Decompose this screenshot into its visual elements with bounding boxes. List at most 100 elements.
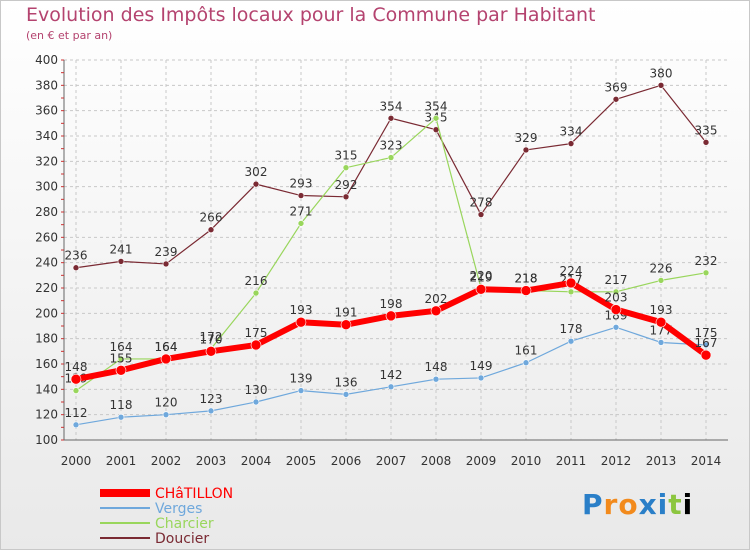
data-point-verges <box>387 383 395 391</box>
data-point-ch-tillon <box>115 365 127 376</box>
data-point-ch-tillon <box>475 283 487 295</box>
y-tick-label: 340 <box>35 129 58 143</box>
data-label-charcier: 226 <box>650 261 673 275</box>
data-point-verges <box>522 359 530 367</box>
data-point-verges <box>207 407 215 415</box>
data-label-ch-tillon: 198 <box>380 297 403 311</box>
data-point-charcier <box>432 114 440 122</box>
x-tick-label: 2012 <box>601 454 632 468</box>
x-tick-label: 2008 <box>421 454 452 468</box>
data-point-doucier <box>522 146 530 154</box>
data-point-doucier <box>297 192 305 199</box>
data-label-doucier: 239 <box>155 245 178 259</box>
x-tick-label: 2013 <box>646 454 677 468</box>
data-point-doucier <box>72 264 80 272</box>
proxiti-logo: Proxiti <box>582 488 694 521</box>
data-point-ch-tillon <box>430 305 442 317</box>
data-label-doucier: 241 <box>110 242 133 256</box>
data-point-verges <box>477 374 485 382</box>
data-label-verges: 149 <box>470 359 493 373</box>
data-label-ch-tillon: 167 <box>695 336 718 350</box>
data-label-doucier: 293 <box>290 177 313 191</box>
data-label-ch-tillon: 219 <box>470 270 493 284</box>
data-label-doucier: 380 <box>650 66 673 80</box>
data-label-ch-tillon: 218 <box>515 272 538 286</box>
data-point-ch-tillon <box>205 346 217 357</box>
data-point-ch-tillon <box>610 304 622 315</box>
data-point-verges <box>72 421 80 429</box>
data-label-charcier: 164 <box>155 340 178 354</box>
data-label-ch-tillon: 155 <box>110 351 133 365</box>
y-tick-label: 200 <box>35 306 58 320</box>
y-tick-label: 260 <box>35 230 58 244</box>
data-label-charcier: 323 <box>380 139 403 153</box>
data-label-charcier: 164 <box>110 340 133 354</box>
data-label-verges: 139 <box>290 372 313 386</box>
legend-label-charcier: Charcier <box>155 516 214 532</box>
y-tick-label: 380 <box>35 78 58 92</box>
data-point-ch-tillon <box>385 310 397 322</box>
data-point-doucier <box>342 193 350 201</box>
x-tick-label: 2000 <box>61 454 92 468</box>
data-point-verges <box>567 337 575 345</box>
data-label-verges: 120 <box>155 396 178 410</box>
data-label-ch-tillon: 164 <box>155 340 178 354</box>
x-tick-label: 2005 <box>286 454 317 468</box>
y-tick-label: 360 <box>35 104 58 118</box>
data-point-doucier <box>612 95 620 103</box>
data-label-verges: 175 <box>695 326 718 340</box>
data-point-verges <box>702 341 710 349</box>
data-label-doucier: 335 <box>695 123 718 137</box>
x-tick-label: 2002 <box>151 454 182 468</box>
data-label-charcier: 220 <box>470 269 493 283</box>
data-label-ch-tillon: 175 <box>245 326 268 340</box>
chart-subtitle: (en € et par an) <box>26 29 113 42</box>
data-label-verges: 130 <box>245 383 268 397</box>
data-point-verges <box>432 375 440 383</box>
data-label-charcier: 216 <box>245 274 268 288</box>
data-point-ch-tillon <box>520 285 532 296</box>
data-point-charcier <box>657 277 665 284</box>
data-point-doucier <box>567 140 575 147</box>
x-tick-label: 2010 <box>511 454 542 468</box>
y-tick-label: 280 <box>35 205 58 219</box>
data-label-doucier: 334 <box>560 125 583 139</box>
data-label-ch-tillon: 191 <box>335 306 358 320</box>
data-label-ch-tillon: 170 <box>200 332 223 346</box>
x-tick-label: 2011 <box>556 454 587 468</box>
data-point-verges <box>117 413 125 421</box>
x-tick-label: 2009 <box>466 454 497 468</box>
data-point-verges <box>612 323 620 331</box>
data-label-doucier: 266 <box>200 211 223 225</box>
y-tick-label: 140 <box>35 382 58 396</box>
data-label-charcier: 271 <box>290 204 313 218</box>
data-point-doucier <box>162 260 170 268</box>
data-point-charcier <box>702 269 710 277</box>
data-point-ch-tillon <box>565 277 577 289</box>
data-label-doucier: 236 <box>65 249 88 263</box>
data-point-ch-tillon <box>340 319 352 331</box>
legend-label-verges: Verges <box>155 501 202 517</box>
data-point-ch-tillon <box>250 339 262 351</box>
data-label-charcier: 315 <box>335 149 358 163</box>
data-point-charcier <box>297 220 305 227</box>
data-label-doucier: 329 <box>515 131 538 145</box>
data-point-charcier <box>342 164 350 171</box>
data-point-charcier <box>252 289 260 297</box>
x-tick-label: 2006 <box>331 454 362 468</box>
y-tick-label: 120 <box>35 408 58 422</box>
data-point-ch-tillon <box>70 373 82 385</box>
data-point-verges <box>342 391 350 398</box>
data-point-charcier <box>72 387 80 394</box>
data-point-verges <box>297 387 305 394</box>
data-label-ch-tillon: 202 <box>425 292 448 306</box>
data-point-charcier <box>387 154 395 161</box>
data-point-doucier <box>702 139 710 146</box>
x-tick-label: 2004 <box>241 454 272 468</box>
data-point-ch-tillon <box>160 353 172 365</box>
y-tick-label: 240 <box>35 256 58 270</box>
data-label-verges: 123 <box>200 392 223 406</box>
data-point-verges <box>657 339 665 346</box>
data-label-doucier: 354 <box>380 99 403 113</box>
data-label-verges: 112 <box>65 406 88 420</box>
